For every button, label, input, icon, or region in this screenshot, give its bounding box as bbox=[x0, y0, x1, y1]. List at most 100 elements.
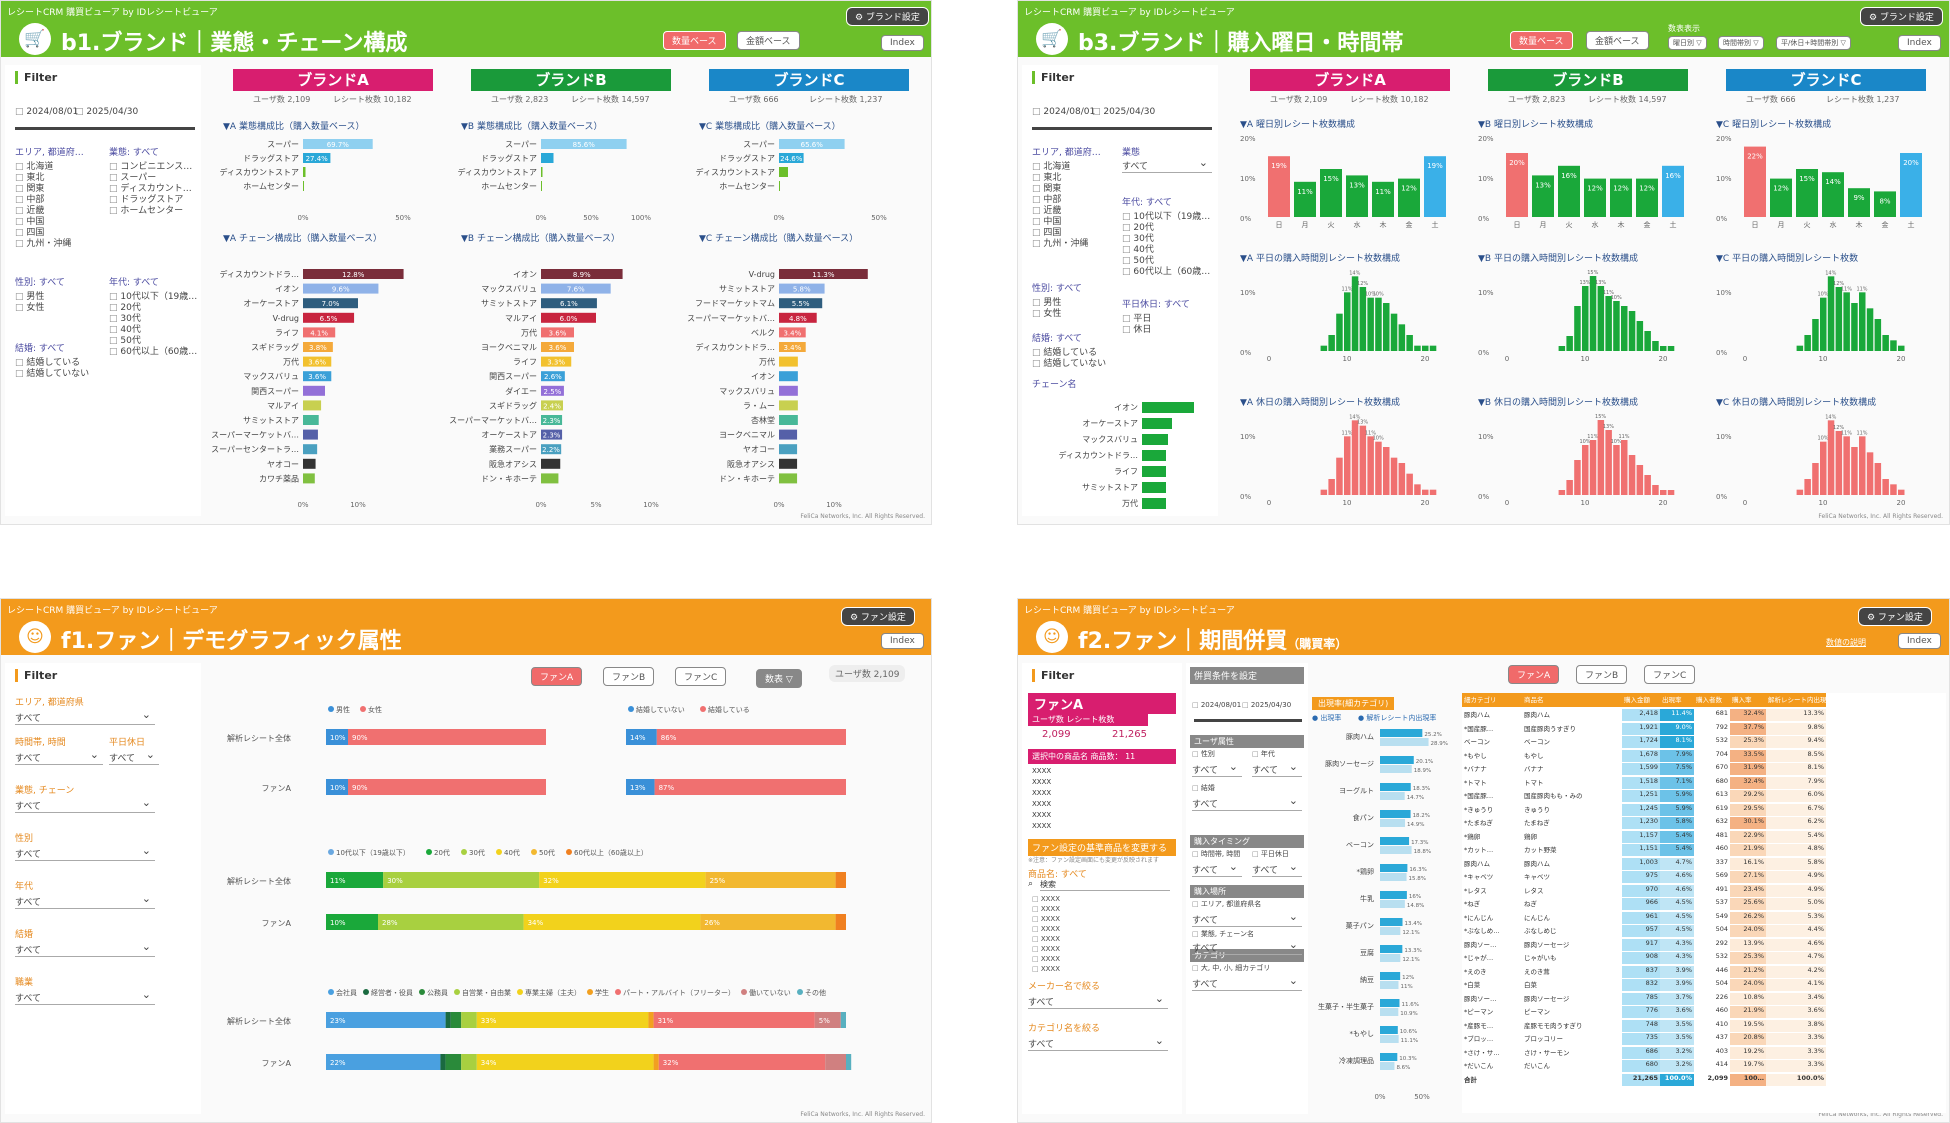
area-option[interactable]: 近畿 bbox=[1032, 203, 1061, 216]
search-input[interactable]: 検索 bbox=[1040, 879, 1170, 891]
display-day[interactable]: 曜日別 ▽ bbox=[1668, 36, 1707, 50]
age-option[interactable]: 60代以上（60歳… bbox=[1122, 264, 1210, 277]
filter-select[interactable]: すべて bbox=[15, 987, 155, 1005]
filter-select[interactable]: すべて bbox=[15, 747, 103, 765]
biz-option[interactable]: コンビニエンス… bbox=[109, 159, 192, 172]
gender-select[interactable]: すべて bbox=[1192, 759, 1242, 777]
filter-select[interactable]: すべて bbox=[15, 843, 155, 861]
age-option[interactable]: 50代 bbox=[1122, 253, 1153, 266]
product-option[interactable]: XXXX bbox=[1032, 905, 1060, 913]
area-option[interactable]: 四国 bbox=[15, 225, 44, 238]
product-option[interactable]: XXXX bbox=[1032, 935, 1060, 943]
fan-tab[interactable]: ファンA bbox=[1508, 665, 1560, 684]
area-option[interactable]: 中国 bbox=[1032, 214, 1061, 227]
age-option[interactable]: 40代 bbox=[109, 322, 140, 335]
brand-setting-button[interactable]: ⚙ ブランド設定 bbox=[846, 7, 929, 26]
area-option[interactable]: 北海道 bbox=[15, 159, 53, 172]
product-option[interactable]: XXXX bbox=[1032, 915, 1060, 923]
date-slider[interactable] bbox=[1032, 127, 1212, 130]
married-select[interactable]: すべて bbox=[1192, 793, 1302, 811]
product-option[interactable]: XXXX bbox=[1032, 965, 1060, 973]
fan-tab[interactable]: ファンA bbox=[531, 667, 583, 686]
holiday-option[interactable]: 平日 bbox=[1122, 311, 1151, 324]
product-option[interactable]: XXXX bbox=[1032, 945, 1060, 953]
area-option[interactable]: 東北 bbox=[15, 170, 44, 183]
holiday-option[interactable]: 休日 bbox=[1122, 322, 1151, 335]
amount-base-button[interactable]: 金額ベース bbox=[737, 31, 800, 50]
age-option[interactable]: 50代 bbox=[109, 333, 140, 346]
biz-option[interactable]: スーパー bbox=[109, 170, 156, 183]
product-option[interactable]: XXXX bbox=[1032, 895, 1060, 903]
qty-dropdown[interactable]: 数表 ▽ bbox=[756, 669, 802, 688]
area-select[interactable]: すべて bbox=[1192, 909, 1302, 927]
area-option[interactable]: 四国 bbox=[1032, 225, 1061, 238]
date-from[interactable]: 2024/08/01 bbox=[1032, 107, 1095, 117]
filter-select[interactable]: すべて bbox=[109, 747, 159, 765]
age-option[interactable]: 30代 bbox=[1122, 231, 1153, 244]
fan-setting-button[interactable]: ⚙ ファン設定 bbox=[1858, 607, 1932, 626]
area-option[interactable]: 北海道 bbox=[1032, 159, 1070, 172]
biz-option[interactable]: ドラッグストア bbox=[109, 192, 183, 205]
change-base-button[interactable]: ファン設定の基準商品を変更する bbox=[1028, 839, 1176, 856]
age-option[interactable]: 40代 bbox=[1122, 242, 1153, 255]
product-option[interactable]: XXXX bbox=[1032, 925, 1060, 933]
area-option[interactable]: 中部 bbox=[1032, 192, 1061, 205]
cat-levels-select[interactable]: すべて bbox=[1192, 973, 1302, 991]
area-option[interactable]: 中部 bbox=[15, 192, 44, 205]
index-button[interactable]: Index bbox=[881, 35, 924, 51]
area-option[interactable]: 九州・沖縄 bbox=[15, 236, 71, 249]
amount-base-button[interactable]: 金額ベース bbox=[1586, 31, 1649, 50]
married-option[interactable]: 結婚していない bbox=[15, 366, 89, 379]
index-button[interactable]: Index bbox=[1898, 633, 1941, 649]
age-option[interactable]: 30代 bbox=[109, 311, 140, 324]
gender-option[interactable]: 男性 bbox=[15, 289, 44, 302]
index-button[interactable]: Index bbox=[1898, 35, 1941, 51]
area-option[interactable]: 関東 bbox=[15, 181, 44, 194]
date-from[interactable]: 2024/08/01 bbox=[15, 107, 78, 117]
biz-option[interactable]: ディスカウント… bbox=[109, 181, 191, 194]
index-button[interactable]: Index bbox=[881, 633, 924, 649]
area-option[interactable]: 近畿 bbox=[15, 203, 44, 216]
date-from[interactable]: 2024/08/01 bbox=[1192, 701, 1241, 709]
date-to[interactable]: 2025/04/30 bbox=[75, 107, 138, 117]
product-option[interactable]: XXXX bbox=[1032, 955, 1060, 963]
age-option[interactable]: 20代 bbox=[109, 300, 140, 313]
filter-select[interactable]: すべて bbox=[15, 707, 155, 725]
category-select[interactable]: すべて bbox=[1028, 1033, 1168, 1051]
area-option[interactable]: 中国 bbox=[15, 214, 44, 227]
age-select[interactable]: すべて bbox=[1252, 759, 1302, 777]
area-option[interactable]: 関東 bbox=[1032, 181, 1061, 194]
married-option[interactable]: 結婚していない bbox=[1032, 356, 1106, 369]
married-option[interactable]: 結婚している bbox=[1032, 345, 1097, 358]
fan-tab[interactable]: ファンC bbox=[675, 667, 727, 686]
holiday-select[interactable]: すべて bbox=[1252, 859, 1302, 877]
biz-option[interactable]: ホームセンター bbox=[109, 203, 183, 216]
area-option[interactable]: 東北 bbox=[1032, 170, 1061, 183]
fan-tab[interactable]: ファンC bbox=[1644, 665, 1696, 684]
date-slider[interactable] bbox=[15, 127, 195, 130]
age-option[interactable]: 10代以下（19歳… bbox=[109, 289, 197, 302]
age-option[interactable]: 20代 bbox=[1122, 220, 1153, 233]
date-to[interactable]: 2025/04/30 bbox=[1242, 701, 1291, 709]
date-slider[interactable] bbox=[1194, 719, 1302, 722]
gender-option[interactable]: 女性 bbox=[1032, 306, 1061, 319]
help-link[interactable]: 数値の説明 bbox=[1826, 638, 1866, 647]
display-time[interactable]: 時間帯別 ▽ bbox=[1718, 36, 1764, 50]
brand-setting-button[interactable]: ⚙ ブランド設定 bbox=[1860, 7, 1943, 26]
qty-base-button[interactable]: 数量ベース bbox=[663, 31, 726, 50]
age-option[interactable]: 10代以下（19歳… bbox=[1122, 209, 1210, 222]
timeslot-select[interactable]: すべて bbox=[1192, 859, 1242, 877]
fan-tab[interactable]: ファンB bbox=[1576, 665, 1628, 684]
fan-tab[interactable]: ファンB bbox=[603, 667, 655, 686]
display-holiday-time[interactable]: 平/休日+時間帯別 ▽ bbox=[1776, 36, 1851, 50]
age-option[interactable]: 60代以上（60歳… bbox=[109, 344, 197, 357]
gender-option[interactable]: 男性 bbox=[1032, 295, 1061, 308]
filter-select[interactable]: すべて bbox=[15, 939, 155, 957]
filter-select[interactable]: すべて bbox=[15, 891, 155, 909]
fan-setting-button[interactable]: ⚙ ファン設定 bbox=[841, 607, 915, 626]
date-to[interactable]: 2025/04/30 bbox=[1092, 107, 1155, 117]
married-option[interactable]: 結婚している bbox=[15, 355, 80, 368]
qty-base-button[interactable]: 数量ベース bbox=[1510, 31, 1573, 50]
area-option[interactable]: 九州・沖縄 bbox=[1032, 236, 1088, 249]
gender-option[interactable]: 女性 bbox=[15, 300, 44, 313]
